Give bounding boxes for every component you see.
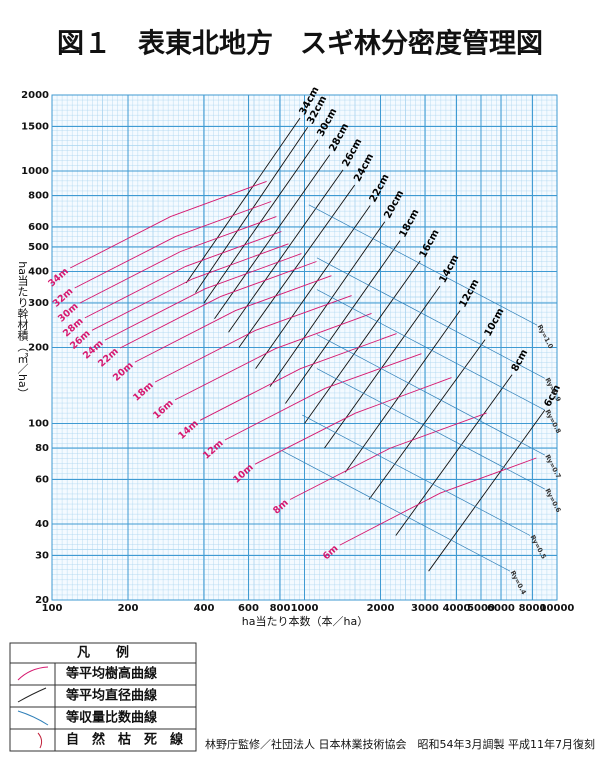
diameter-curve [285, 240, 401, 404]
ry-curve [302, 414, 531, 536]
y-tick-label: 20 [35, 595, 49, 606]
ry-curve [316, 368, 545, 490]
y-tick-label: 100 [28, 419, 49, 430]
diameter-curve [203, 139, 319, 304]
y-tick-label: 600 [28, 222, 49, 233]
diameter-curve [428, 409, 546, 572]
height-curve [104, 253, 302, 341]
height-curve [84, 231, 282, 319]
legend-item: 等収量比数曲線 [65, 710, 158, 726]
y-axis-label: ha当たり幹材積（㎥／ha） [16, 261, 29, 398]
y-tick-label: 200 [28, 343, 49, 354]
legend-item: 自 然 枯 死 線 [66, 732, 184, 748]
x-tick-label: 10000 [540, 603, 575, 614]
legend-item: 等平均直径曲線 [65, 688, 158, 704]
legend-item: 等平均樹高曲線 [65, 666, 158, 682]
y-tick-label: 30 [35, 551, 49, 562]
diameter-curve [255, 205, 371, 369]
y-tick-label: 500 [28, 242, 49, 253]
ry-curve [316, 289, 545, 411]
x-tick-label: 8000 [519, 603, 547, 614]
x-tick-label: 4000 [443, 603, 471, 614]
y-tick-label: 2000 [21, 90, 49, 101]
diameter-curve [304, 260, 421, 424]
diameter-curve [195, 127, 309, 293]
x-tick-label: 6000 [487, 603, 515, 614]
x-tick-label: 5000 [467, 603, 495, 614]
height-curve [199, 333, 397, 421]
height-curve [154, 295, 352, 383]
x-tick-label: 400 [194, 603, 215, 614]
y-tick-label: 80 [35, 443, 49, 454]
height-curve [134, 275, 332, 363]
height-curve [74, 201, 272, 289]
ry-curve [308, 204, 538, 326]
height-curve [289, 412, 487, 500]
ry-curve [316, 334, 545, 456]
height-curve [69, 180, 267, 269]
height-curve [339, 457, 537, 546]
x-tick-label: 800 [270, 603, 291, 614]
y-tick-label: 300 [28, 298, 49, 309]
diameter-curve [228, 169, 344, 333]
diameter-curve [238, 184, 356, 348]
height-curve [224, 353, 422, 441]
x-axis-label: ha当たり本数（本／ha） [242, 614, 368, 628]
x-tick-label: 1000 [291, 603, 319, 614]
footer: 林野庁監修／社団法人 日本林業技術協会 昭和54年3月調製 平成11年7月復刻 [205, 737, 595, 751]
x-tick-label: 200 [118, 603, 139, 614]
y-tick-label: 800 [28, 190, 49, 201]
x-tick-label: 100 [42, 603, 63, 614]
x-tick-label: 600 [238, 603, 259, 614]
diameter-curve [395, 374, 513, 536]
diameter-curve [185, 117, 301, 284]
y-tick-label: 40 [35, 519, 49, 530]
y-tick-label: 1500 [21, 122, 49, 133]
legend-title: 凡 例 [77, 645, 129, 661]
y-tick-label: 60 [35, 475, 49, 486]
y-tick-label: 400 [28, 266, 49, 277]
diameter-curve [368, 339, 486, 500]
legend: 凡 例 等平均樹高曲線 等平均直径曲線 等収量比数曲線 自 然 枯 死 線 [9, 642, 197, 752]
ry-curve [281, 450, 511, 572]
x-tick-label: 3000 [411, 603, 439, 614]
ry-curve [316, 257, 545, 379]
height-curve [174, 312, 372, 401]
diameter-curve [344, 310, 461, 473]
y-tick-label: 1000 [21, 166, 49, 177]
x-tick-label: 2000 [367, 603, 395, 614]
height-curve [254, 377, 452, 465]
chart-title: 図１ 表東北地方 スギ林分密度管理図 [57, 28, 543, 60]
height-curve [79, 216, 277, 304]
height-curve [91, 243, 289, 331]
height-curve [119, 261, 317, 349]
